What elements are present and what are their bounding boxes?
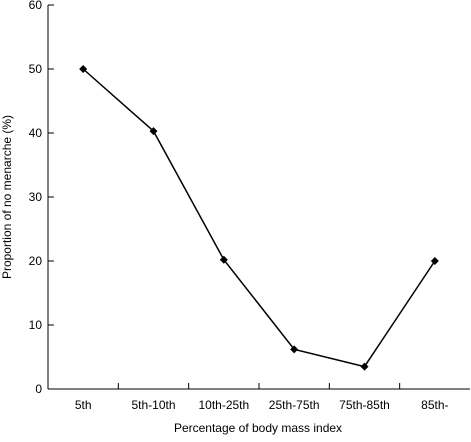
ticks: 0 10 20 30 40 50 60 5th 5th-10th 10th-25th 25th-75… bbox=[29, 0, 449, 412]
y-tick-label: 40 bbox=[29, 126, 43, 140]
y-axis-title: Proportion of no menarche (%) bbox=[0, 115, 14, 279]
data-point-marker bbox=[149, 127, 158, 136]
y-tick-label: 50 bbox=[29, 62, 43, 76]
x-tick-label: 10th-25th bbox=[198, 398, 249, 412]
y-tick-label: 20 bbox=[29, 254, 43, 268]
x-tick-label: 25th-75th bbox=[269, 398, 320, 412]
data-point-marker bbox=[219, 255, 228, 264]
y-tick-label: 60 bbox=[29, 0, 43, 12]
data-point-marker bbox=[430, 257, 439, 265]
x-tick-label: 5th-10th bbox=[131, 398, 175, 412]
series bbox=[79, 65, 439, 371]
x-tick-label: 85th- bbox=[421, 398, 448, 412]
data-point-marker bbox=[79, 65, 88, 73]
x-tick-label: 75th-85th bbox=[339, 398, 390, 412]
series-line bbox=[82, 68, 436, 368]
data-point-marker bbox=[360, 362, 369, 371]
x-axis-title: Percentage of body mass index bbox=[174, 421, 342, 435]
y-tick-label: 30 bbox=[29, 190, 43, 204]
x-tick-label: 5th bbox=[75, 398, 92, 412]
axes bbox=[47, 5, 470, 390]
data-point-marker bbox=[290, 345, 299, 354]
y-tick-label: 10 bbox=[29, 318, 43, 332]
y-tick-label: 0 bbox=[35, 382, 42, 396]
